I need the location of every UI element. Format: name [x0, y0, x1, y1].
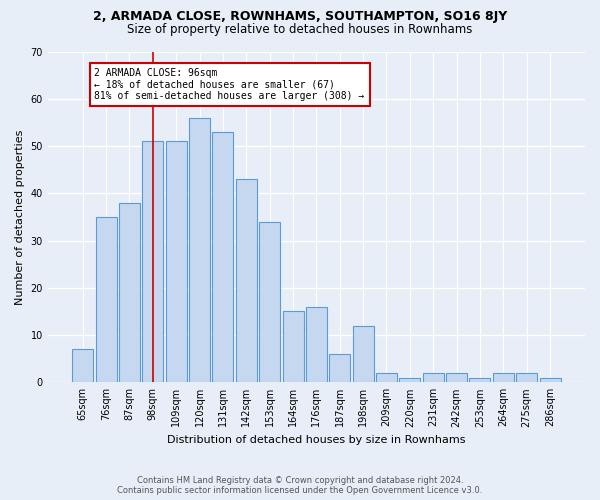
Bar [306, 306, 327, 382]
Bar [72, 349, 93, 382]
X-axis label: Distribution of detached houses by size in Rownhams: Distribution of detached houses by size … [167, 435, 466, 445]
Bar [329, 354, 350, 382]
Text: 2 ARMADA CLOSE: 96sqm
← 18% of detached houses are smaller (67)
81% of semi-deta: 2 ARMADA CLOSE: 96sqm ← 18% of detached … [94, 68, 365, 101]
Text: Contains HM Land Registry data © Crown copyright and database right 2024.
Contai: Contains HM Land Registry data © Crown c… [118, 476, 482, 495]
Bar [539, 378, 560, 382]
Bar [166, 142, 187, 382]
Text: 2, ARMADA CLOSE, ROWNHAMS, SOUTHAMPTON, SO16 8JY: 2, ARMADA CLOSE, ROWNHAMS, SOUTHAMPTON, … [93, 10, 507, 23]
Bar [493, 373, 514, 382]
Bar [119, 202, 140, 382]
Bar [142, 142, 163, 382]
Bar [400, 378, 421, 382]
Bar [446, 373, 467, 382]
Bar [236, 179, 257, 382]
Text: Size of property relative to detached houses in Rownhams: Size of property relative to detached ho… [127, 22, 473, 36]
Bar [469, 378, 490, 382]
Y-axis label: Number of detached properties: Number of detached properties [15, 129, 25, 304]
Bar [95, 217, 116, 382]
Bar [423, 373, 444, 382]
Bar [376, 373, 397, 382]
Bar [212, 132, 233, 382]
Bar [283, 312, 304, 382]
Bar [259, 222, 280, 382]
Bar [353, 326, 374, 382]
Bar [189, 118, 210, 382]
Bar [516, 373, 537, 382]
